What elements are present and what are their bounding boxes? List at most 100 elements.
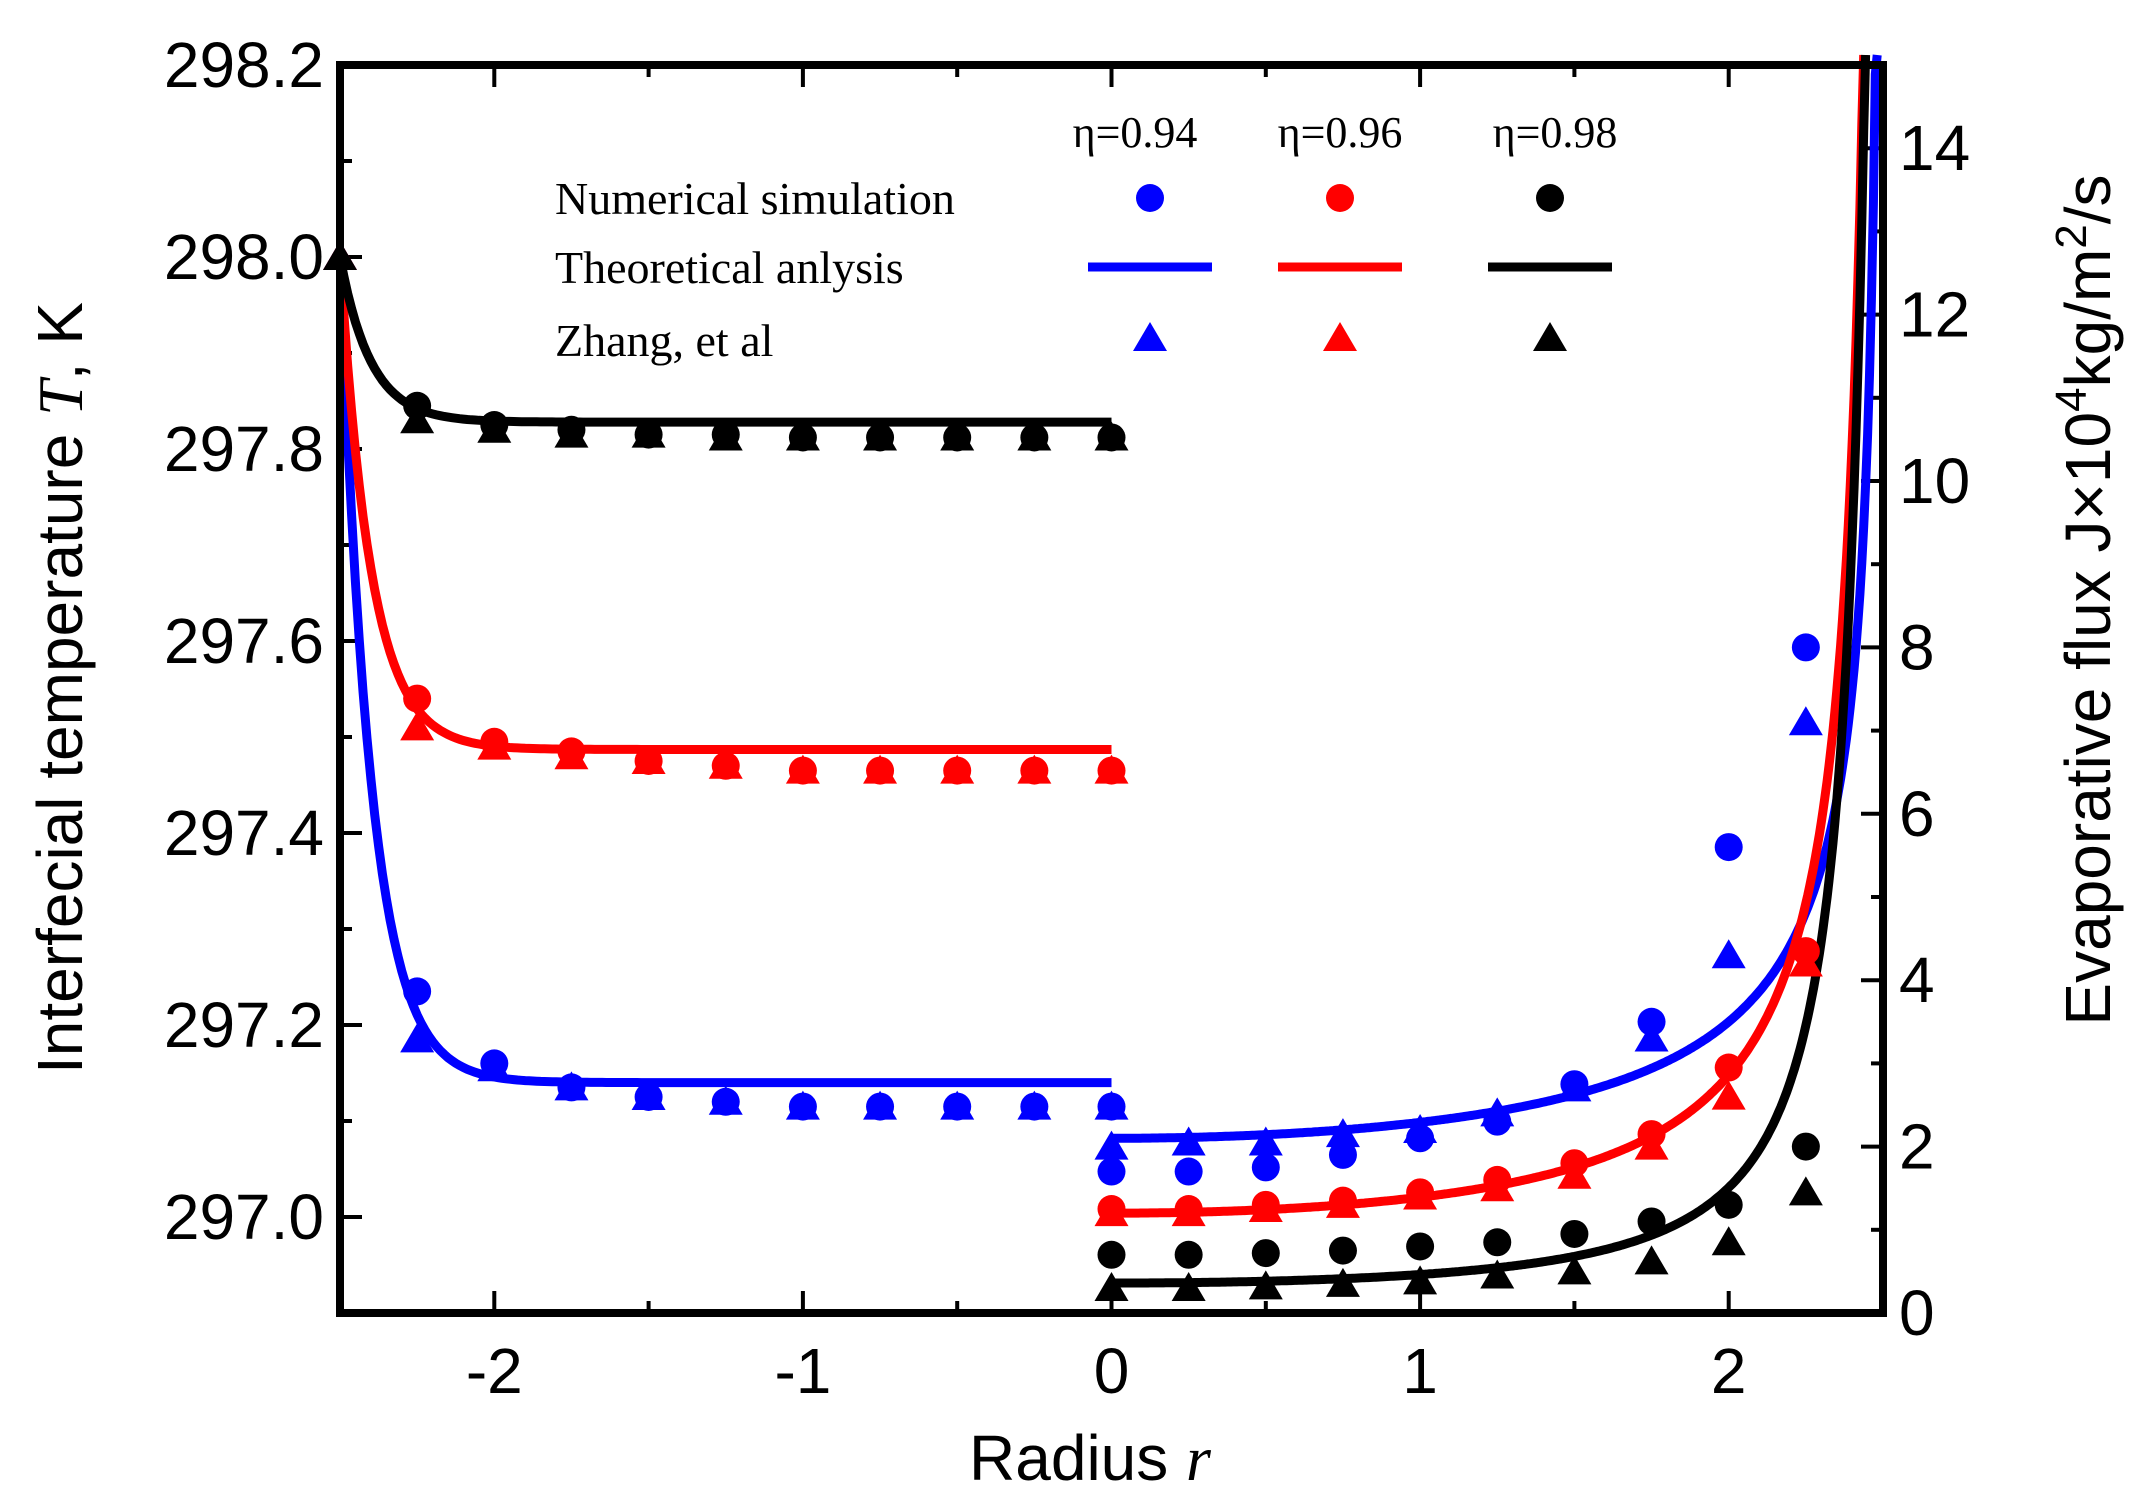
flux-zhang-point bbox=[1634, 1245, 1669, 1275]
temperature-numerical-point bbox=[557, 737, 586, 766]
y-left-tick-label: 298.0 bbox=[164, 221, 324, 293]
y-right-tick-label: 14 bbox=[1899, 112, 1970, 184]
flux-numerical-point bbox=[1637, 1207, 1666, 1236]
temperature-numerical-point bbox=[711, 420, 740, 449]
temperature-theory-curve bbox=[335, 256, 1112, 754]
y-left-tick-label: 297.0 bbox=[164, 1181, 324, 1253]
temperature-numerical-point bbox=[634, 1083, 663, 1111]
legend-col-096: η=0.96 bbox=[1278, 108, 1403, 157]
x-tick-label: 1 bbox=[1402, 1335, 1438, 1407]
temperature-numerical-point bbox=[866, 423, 895, 452]
temperature-numerical-point bbox=[480, 727, 509, 756]
x-axis-title: Radius r bbox=[969, 1422, 1212, 1494]
flux-zhang-point bbox=[1634, 1022, 1669, 1052]
temperature-numerical-point bbox=[1020, 1092, 1049, 1121]
flux-zhang-point bbox=[1711, 939, 1746, 969]
temperature-numerical-point bbox=[1020, 423, 1049, 452]
legend-symbols bbox=[1088, 184, 1612, 351]
flux-numerical-point bbox=[1560, 1070, 1589, 1099]
flux-zhang-point bbox=[1325, 1118, 1360, 1148]
flux-numerical-point bbox=[1791, 937, 1820, 966]
flux-zhang-point bbox=[1248, 1270, 1283, 1300]
temperature-numerical-point bbox=[1020, 756, 1049, 785]
temperature-numerical-point bbox=[480, 1049, 509, 1078]
flux-numerical-point bbox=[1483, 1228, 1512, 1257]
flux-numerical-point bbox=[1483, 1107, 1512, 1136]
flux-zhang-point bbox=[1711, 1226, 1746, 1256]
y-right-tick-label: 0 bbox=[1899, 1277, 1935, 1349]
flux-numerical-point bbox=[1328, 1140, 1357, 1169]
flux-theory-curve bbox=[1111, 54, 1871, 1288]
y-left-tick-label: 298.2 bbox=[164, 29, 324, 101]
y-right-axis-prefix: Evaporative flux J×10 bbox=[2052, 412, 2124, 1026]
flux-zhang-point bbox=[1403, 1265, 1438, 1295]
legend: η=0.94 η=0.96 η=0.98 Numerical simulatio… bbox=[555, 108, 1617, 366]
x-tick-label: 0 bbox=[1094, 1335, 1130, 1407]
temperature-numerical-point bbox=[1097, 756, 1126, 785]
legend-circle-symbol bbox=[1136, 184, 1164, 212]
y-left-tick-label: 297.4 bbox=[164, 797, 324, 869]
flux-numerical-point bbox=[1714, 833, 1743, 862]
flux-numerical-point bbox=[1251, 1153, 1280, 1182]
flux-zhang-point bbox=[1094, 1272, 1129, 1302]
temperature-numerical-point bbox=[634, 747, 663, 775]
flux-numerical-point bbox=[1714, 1190, 1743, 1219]
temperature-numerical-point bbox=[711, 751, 740, 780]
temperature-numerical-point bbox=[557, 415, 586, 444]
temperature-numerical-point bbox=[943, 756, 972, 785]
flux-zhang-point bbox=[1248, 1126, 1283, 1156]
flux-numerical-point bbox=[1097, 1157, 1126, 1186]
temperature-theory-curve bbox=[335, 256, 1112, 1088]
flux-numerical-point bbox=[1097, 1195, 1126, 1223]
legend-circle-symbol bbox=[1536, 184, 1564, 212]
y-right-axis-suffix: /s bbox=[2052, 174, 2124, 224]
flux-numerical-point bbox=[1406, 1232, 1435, 1261]
flux-zhang-point bbox=[1171, 1272, 1206, 1302]
x-tick-label: -1 bbox=[774, 1335, 831, 1407]
temperature-numerical-point bbox=[788, 756, 817, 785]
legend-col-098: η=0.98 bbox=[1493, 108, 1618, 157]
legend-triangle-symbol bbox=[1533, 322, 1567, 351]
flux-numerical-point bbox=[1174, 1157, 1203, 1186]
flux-zhang-point bbox=[1094, 1130, 1129, 1160]
tick-labels: -2 -1 0 1 2297.0297.2297.4297.6297.8298.0298… bbox=[164, 29, 1970, 1407]
flux-numerical-point bbox=[1714, 1053, 1743, 1082]
legend-row-numerical: Numerical simulation bbox=[555, 173, 955, 224]
flux-numerical-point bbox=[1791, 633, 1820, 662]
flux-zhang-point bbox=[1557, 1255, 1592, 1285]
flux-numerical-point bbox=[1560, 1149, 1589, 1178]
temperature-numerical-point bbox=[943, 1092, 972, 1121]
temperature-numerical-point bbox=[1097, 1092, 1126, 1121]
legend-circle-symbol bbox=[1326, 184, 1354, 212]
x-tick-label: 2 bbox=[1711, 1335, 1747, 1407]
flux-numerical-point bbox=[1097, 1240, 1126, 1269]
temperature-numerical-point bbox=[403, 391, 432, 420]
temperature-numerical-point bbox=[1097, 423, 1126, 452]
temperature-numerical-point bbox=[866, 1092, 895, 1121]
temperature-numerical-point bbox=[788, 423, 817, 452]
legend-col-094: η=0.94 bbox=[1073, 108, 1198, 157]
y-right-tick-label: 2 bbox=[1899, 1111, 1935, 1183]
temperature-zhang-point bbox=[400, 711, 435, 741]
y-left-axis-var: T bbox=[25, 376, 96, 416]
flux-numerical-point bbox=[1251, 1190, 1280, 1219]
y-right-tick-label: 6 bbox=[1899, 778, 1935, 850]
y-left-axis-label: Interfecial temperature bbox=[24, 434, 96, 1074]
flux-numerical-point bbox=[1483, 1165, 1512, 1194]
flux-numerical-point bbox=[1328, 1236, 1357, 1265]
temperature-numerical-point bbox=[788, 1092, 817, 1121]
temperature-numerical-point bbox=[557, 1073, 586, 1102]
temperature-numerical-point bbox=[480, 411, 509, 439]
x-axis-label: Radius bbox=[969, 1422, 1168, 1494]
data-markers bbox=[323, 241, 1823, 1302]
y-right-tick-label: 10 bbox=[1899, 445, 1970, 517]
y-right-axis-exp: 4 bbox=[2047, 387, 2096, 411]
y-left-tick-label: 297.8 bbox=[164, 413, 324, 485]
temperature-numerical-point bbox=[403, 977, 432, 1006]
temperature-numerical-point bbox=[866, 756, 895, 785]
temperature-zhang-point bbox=[400, 1023, 435, 1053]
legend-row-zhang: Zhang, et al bbox=[555, 315, 773, 366]
flux-numerical-point bbox=[1406, 1124, 1435, 1153]
flux-zhang-point bbox=[1788, 706, 1823, 736]
flux-numerical-point bbox=[1406, 1178, 1435, 1207]
